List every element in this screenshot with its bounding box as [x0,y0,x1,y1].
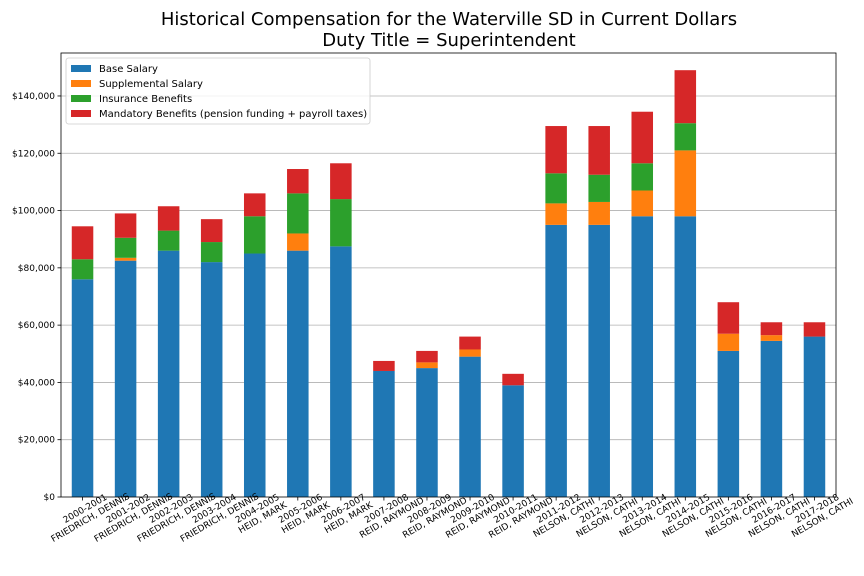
bar-segment-insurance [114,237,137,258]
legend-swatch [71,80,91,87]
legend-label: Insurance Benefits [99,94,192,105]
bar-segment-insurance [631,163,654,191]
bar-segment-mandatory [200,219,223,243]
y-tick-label: $60,000 [18,321,55,331]
bar-segment-supplemental [114,257,137,261]
y-tick-label: $100,000 [12,207,55,217]
axes [60,52,837,498]
bar-segment-insurance [330,199,352,247]
legend-swatch [71,65,91,72]
chart-title-line2: Duty Title = Superintendent [322,30,575,51]
bar-segment-supplemental [717,333,740,351]
legend-box [65,57,371,125]
bar-segment-mandatory [717,302,740,334]
bar-segment-mandatory [330,163,352,200]
bar-segment-supplemental [631,190,654,217]
bar-segment-insurance [243,216,266,254]
bars [71,70,826,498]
bar-segment-mandatory [502,373,524,386]
bar-segment-base [114,260,137,497]
bar-segment-supplemental [760,335,783,341]
bar-segment-supplemental [416,362,438,369]
y-tick-label: $40,000 [18,378,55,388]
legend-label: Mandatory Benefits (pension funding + pa… [99,109,367,120]
bar-segment-base [330,246,352,497]
bar-segment-supplemental [674,150,697,217]
y-tick-label: $80,000 [18,264,55,274]
bar-segment-base [760,340,783,497]
chart-title-line1: Historical Compensation for the Watervil… [161,9,737,30]
bar-segment-mandatory [287,169,309,194]
bar-segment-mandatory [588,126,610,175]
bar-segment-base [631,216,654,498]
bar-segment-mandatory [157,206,180,231]
bar-segment-mandatory [803,322,826,337]
bar-segment-base [502,385,524,497]
bar-segment-insurance [71,259,94,280]
bar-segment-base [717,350,740,497]
bar-segment-base [373,370,395,497]
bar-segment-mandatory [674,70,697,124]
bar-segment-supplemental [545,203,567,225]
bar-segment-base [588,224,610,497]
legend: Base Salary Supplemental Salary Insurance … [65,57,371,125]
bar-segment-base [545,224,567,497]
bar-segment-insurance [200,242,223,263]
bar-segment-base [157,250,180,497]
bar-segment-insurance [157,230,180,251]
bar-segment-mandatory [71,226,94,260]
bar-segment-mandatory [114,213,137,238]
bar-segment-insurance [287,193,309,234]
bar-segment-mandatory [631,111,654,164]
bar-segment-mandatory [416,350,438,363]
bar-segment-mandatory [243,193,266,217]
bar-segment-base [459,356,481,497]
y-tick-label: $140,000 [12,92,55,102]
legend-swatch [71,95,91,102]
bar-segment-base [674,216,697,498]
bar-segment-base [71,279,94,497]
y-tick-label: $120,000 [12,149,55,159]
y-tick-label: $0 [44,493,56,503]
bar-segment-mandatory [545,126,567,174]
bar-segment-insurance [674,123,697,151]
bar-segment-insurance [545,173,567,204]
legend-label: Base Salary [99,64,158,75]
bar-segment-mandatory [760,322,783,336]
legend-swatch [71,110,91,117]
bar-segment-insurance [588,174,610,202]
bar-segment-supplemental [588,201,610,225]
y-tick-label: $20,000 [18,436,55,446]
bar-segment-mandatory [373,360,395,371]
bar-segment-base [803,336,826,497]
bar-segment-base [287,250,309,497]
bar-segment-base [200,262,223,497]
bar-segment-supplemental [287,233,309,251]
bar-segment-mandatory [459,336,481,350]
plot-frame [60,52,837,498]
bar-segment-base [416,368,438,497]
bar-segment-supplemental [459,349,481,357]
legend-label: Supplemental Salary [99,79,203,90]
bar-segment-base [243,253,266,497]
y-axis-ticks: $0 $20,000 $40,000 $60,000 $80,000 $100,000 $1… [12,92,61,503]
